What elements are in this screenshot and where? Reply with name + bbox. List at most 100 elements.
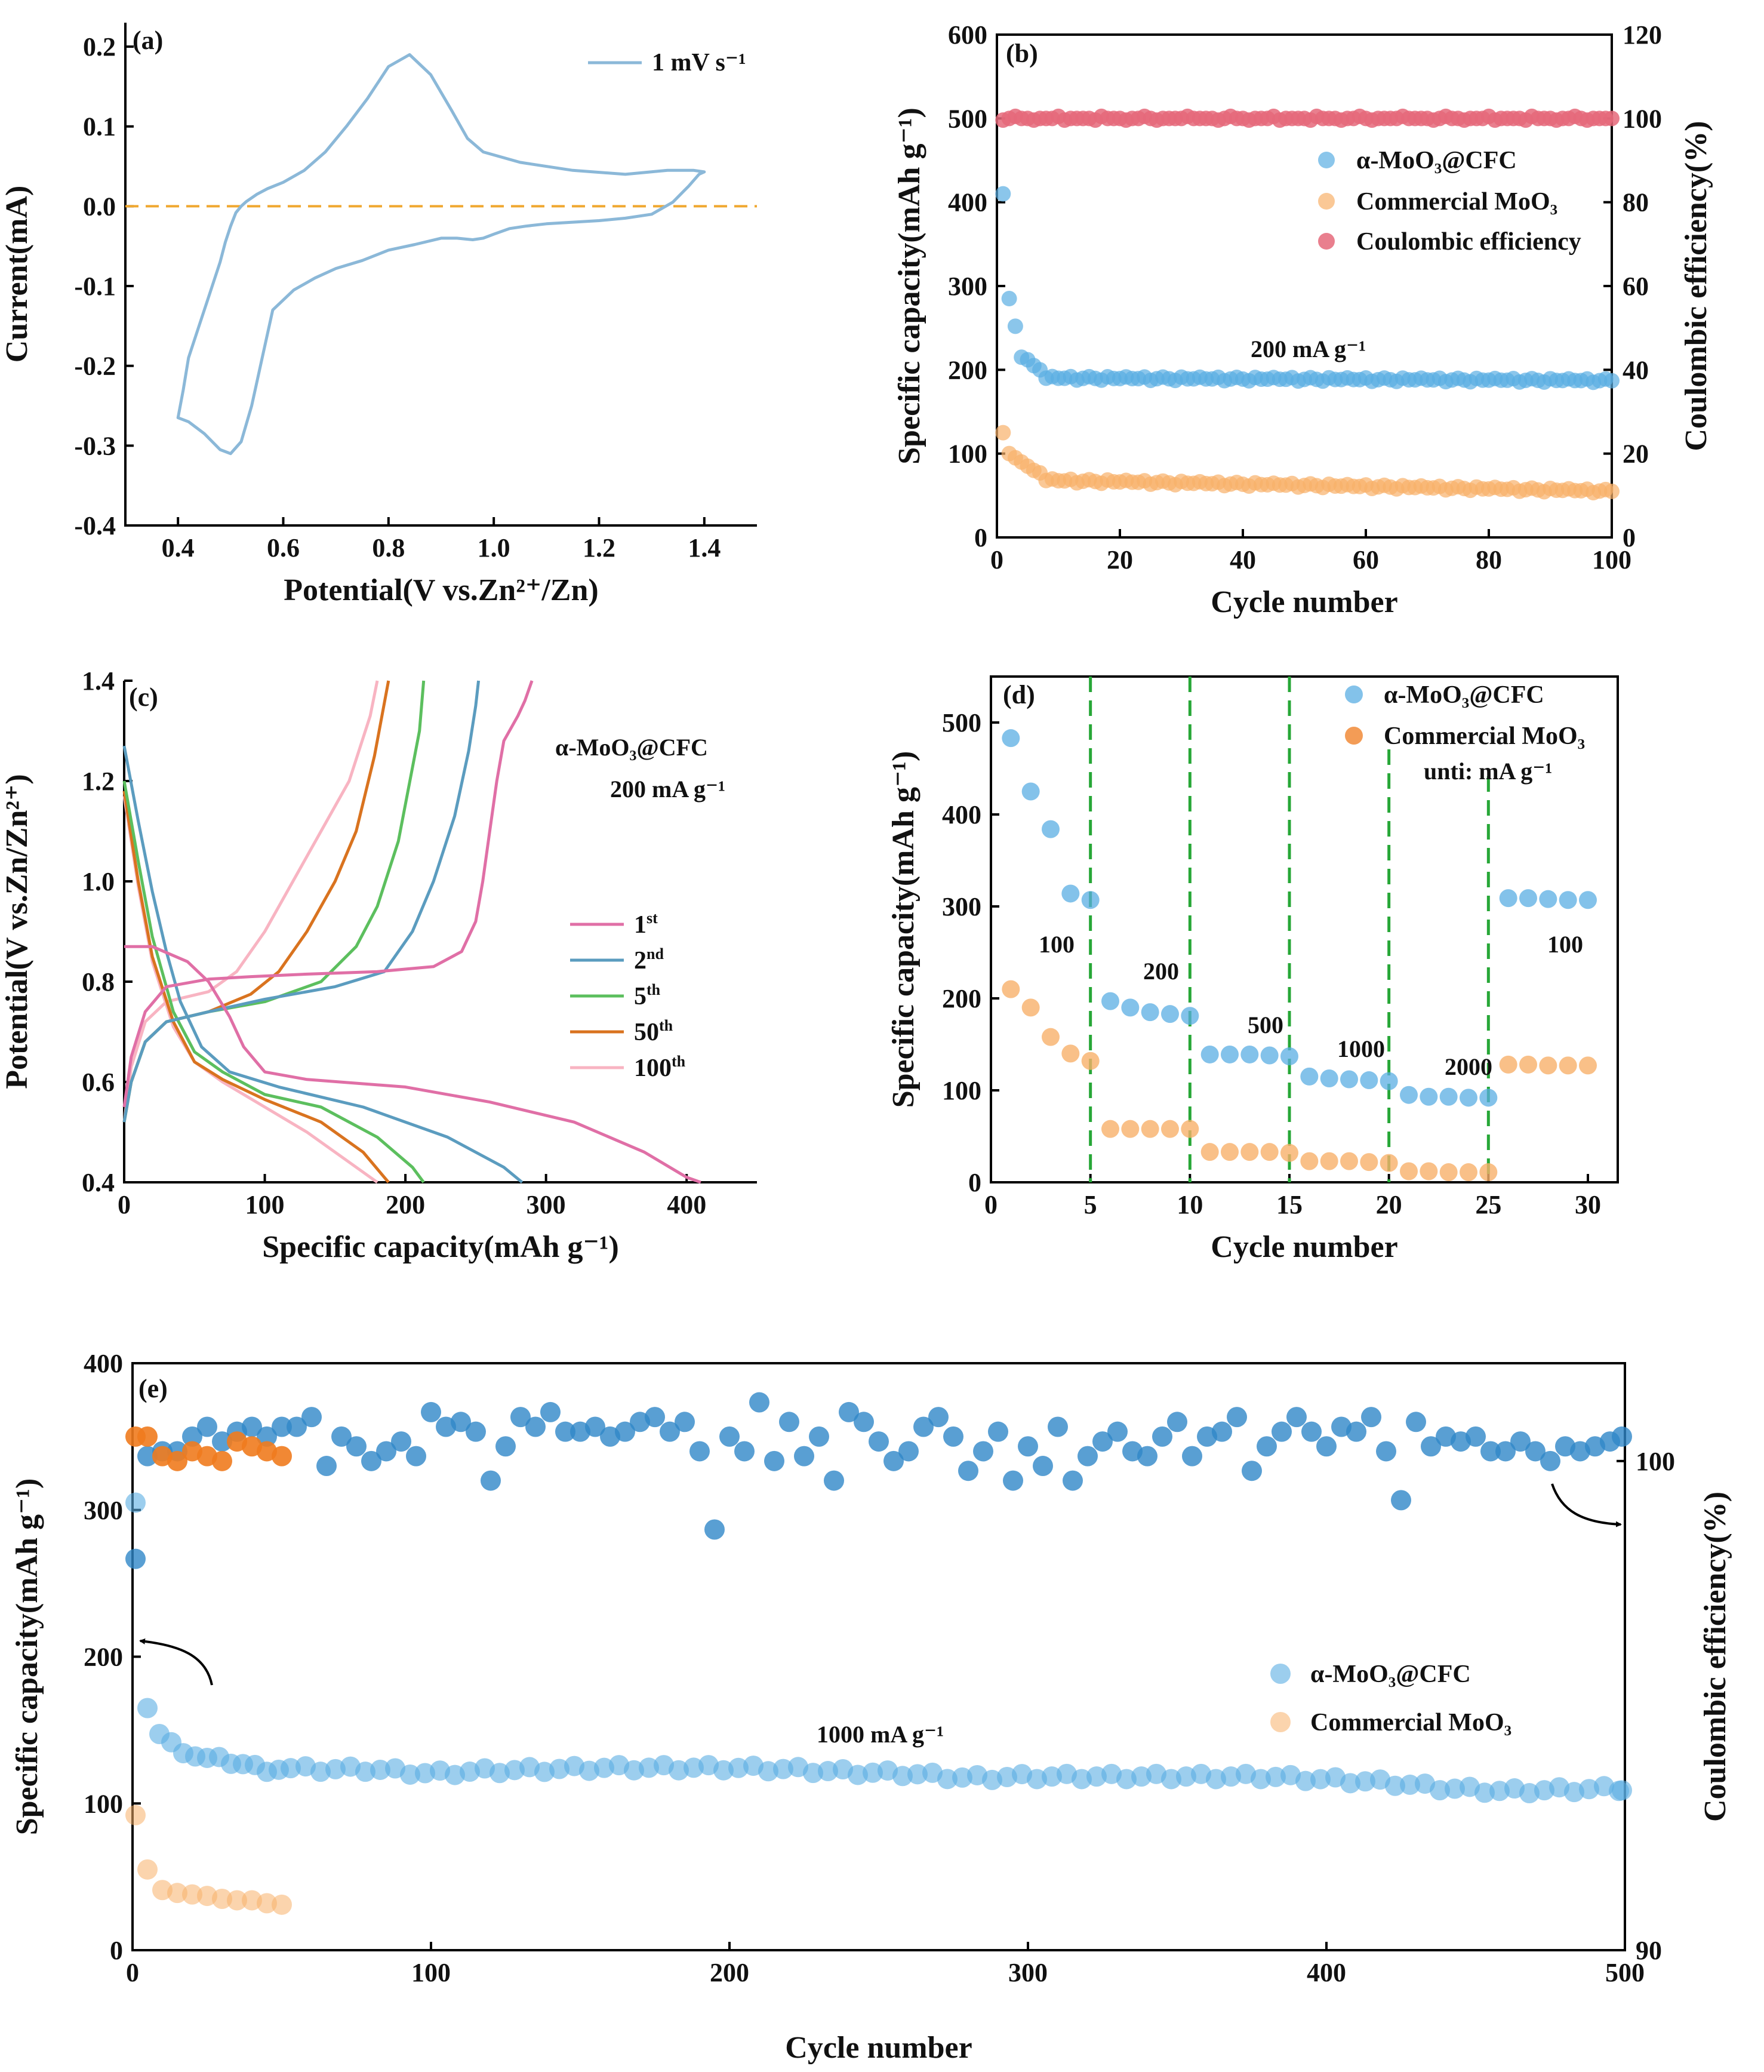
panel-e-xtick-label: 0 — [126, 1958, 139, 1987]
panel-c-ytick-label: 1.0 — [82, 867, 115, 896]
panel-c-legend-label: 5th — [634, 981, 661, 1010]
legend-number: 5 — [634, 983, 647, 1010]
alpha-moo3-coulombic-efficiency-point — [645, 1407, 665, 1428]
panel-e-y2-axis-label: Coulombic efficiency(%) — [1698, 1492, 1732, 1822]
gcd-curve-2nd-charge — [122, 680, 481, 1123]
alpha-moo3-coulombic-efficiency-point — [779, 1412, 799, 1432]
legend-suffix: th — [647, 981, 661, 998]
alpha-moo3-coulombic-efficiency-point — [1612, 1426, 1632, 1447]
commercial-moo3-rate-point — [1042, 1028, 1060, 1046]
alpha-moo3-coulombic-efficiency-point — [510, 1407, 531, 1428]
panel-d-y-axis-label: Specific capacity(mAh g⁻¹) — [886, 751, 921, 1108]
panel-c-xtick-label: 0 — [118, 1190, 131, 1219]
alpha-moo3-rate-point — [1360, 1071, 1378, 1090]
panel-e-ytick-label: 0 — [110, 1936, 123, 1965]
alpha-moo3-rate-point — [1200, 1045, 1219, 1063]
panel-e-ytick-label: 100 — [84, 1789, 123, 1818]
panel-d-rate-chart: 0 5 10 15 20 25 300100200300400500100200500100… — [886, 675, 1619, 1264]
commercial-moo3-capacity-point — [212, 1888, 232, 1909]
panel-c-legend-label: 2nd — [634, 945, 664, 974]
alpha-moo3-rate-point — [1021, 782, 1040, 801]
commercial-moo3-coulombic-efficiency-point — [167, 1450, 187, 1471]
alpha-moo3-coulombic-efficiency-point — [1092, 1431, 1113, 1452]
panel-c-gcd-chart: 0 100 200 300 4000.40.60.81.01.21.41st2nd5th… — [0, 666, 757, 1264]
panel-c-xtick-label: 400 — [667, 1190, 706, 1219]
panel-b-y2-axis-label: Coulombic efficiency(%) — [1679, 121, 1713, 451]
commercial-moo3-capacity-point — [182, 1884, 202, 1905]
alpha-moo3-coulombic-efficiency-point — [869, 1431, 889, 1452]
panel-d-xtick-label: 10 — [1177, 1190, 1203, 1219]
panel-e-commercial-legend-label: Commercial MoO₃ — [1310, 1709, 1511, 1736]
alpha-moo3-capacity-point — [1001, 291, 1017, 307]
alpha-moo3-rate-point — [1101, 992, 1119, 1010]
alpha-moo3-capacity-point — [1176, 1766, 1196, 1787]
panel-d-commercial-legend-marker — [1345, 727, 1363, 745]
panel-d-ytick-label: 500 — [942, 708, 981, 737]
panel-b-label: (b) — [1006, 39, 1038, 68]
panel-d-xtick-label: 25 — [1475, 1190, 1501, 1219]
alpha-moo3-capacity-point — [125, 1492, 146, 1513]
panel-b-alpha-legend-marker — [1318, 152, 1335, 168]
panel-c-x-axis-label: Specific capacity(mAh g⁻¹) — [262, 1230, 619, 1264]
alpha-moo3-coulombic-efficiency-point — [839, 1401, 859, 1422]
alpha-moo3-capacity-point — [773, 1759, 793, 1779]
panel-b-xtick-label: 60 — [1353, 545, 1379, 574]
alpha-moo3-capacity-point — [1430, 1780, 1450, 1801]
panel-c-y-axis-label: Potential(V vs.Zn/Zn²⁺) — [0, 774, 34, 1089]
panel-d-x-axis-label: Cycle number — [1211, 1230, 1397, 1264]
panel-e-long-cycling-chart: 0 100 200 300 400 500 0 100 200 300 400 90 100 1000 m… — [10, 1349, 1732, 2065]
alpha-moo3-capacity-point — [1355, 1771, 1375, 1792]
alpha-moo3-coulombic-efficiency-point — [1301, 1421, 1322, 1442]
alpha-moo3-coulombic-efficiency-point — [913, 1416, 934, 1437]
panel-e-current-density-annotation: 1000 mA g⁻¹ — [817, 1721, 944, 1748]
legend-number: 1 — [634, 911, 647, 939]
alpha-moo3-coulombic-efficiency-point — [615, 1421, 635, 1442]
alpha-moo3-coulombic-efficiency-point — [1242, 1461, 1262, 1481]
panel-a-xtick-label: 1.2 — [583, 533, 615, 562]
alpha-moo3-rate-point — [1300, 1067, 1319, 1086]
gcd-curve-100th-charge — [122, 680, 379, 1123]
commercial-moo3-rate-point — [1380, 1154, 1398, 1172]
alpha-moo3-capacity-point — [1206, 1769, 1226, 1790]
alpha-moo3-coulombic-efficiency-point — [928, 1407, 949, 1428]
alpha-moo3-capacity-point — [892, 1766, 913, 1787]
alpha-moo3-coulombic-efficiency-point — [1152, 1426, 1172, 1447]
alpha-moo3-capacity-point — [848, 1764, 868, 1785]
panel-d-xtick-label: 20 — [1376, 1190, 1402, 1219]
panel-c-label: (c) — [129, 683, 158, 712]
alpha-moo3-rate-point — [1559, 891, 1577, 909]
panel-c-material-annotation: α-MoO₃@CFC — [555, 734, 708, 761]
alpha-moo3-coulombic-efficiency-point — [1063, 1470, 1083, 1491]
alpha-moo3-coulombic-efficiency-point — [675, 1412, 695, 1432]
commercial-moo3-rate-point — [1221, 1143, 1239, 1161]
commercial-moo3-capacity-point — [1604, 483, 1620, 499]
alpha-moo3-coulombic-efficiency-point — [1018, 1436, 1038, 1457]
commercial-moo3-rate-point — [1579, 1056, 1597, 1075]
alpha-moo3-coulombic-efficiency-point — [272, 1416, 292, 1437]
alpha-moo3-coulombic-efficiency-point — [958, 1461, 978, 1481]
alpha-moo3-coulombic-efficiency-point — [212, 1431, 232, 1452]
alpha-moo3-capacity-point — [1027, 1769, 1047, 1790]
panel-d-label: (d) — [1003, 680, 1035, 709]
panel-b-y2tick-label: 40 — [1623, 355, 1649, 385]
alpha-moo3-coulombic-efficiency-point — [1107, 1421, 1128, 1442]
panel-d-xtick-label: 30 — [1575, 1190, 1601, 1219]
alpha-moo3-capacity-point — [1131, 1766, 1152, 1787]
panel-b-y2tick-label: 120 — [1623, 20, 1662, 50]
cv-curve-1mvs — [176, 53, 706, 456]
alpha-moo3-coulombic-efficiency-point — [361, 1450, 381, 1471]
panel-d-xtick-label: 5 — [1084, 1190, 1097, 1219]
panel-e-y-axis-label: Specific capacity(mAh g⁻¹) — [10, 1478, 44, 1836]
panel-a-xtick-label: 1.0 — [478, 533, 510, 562]
alpha-moo3-capacity-point — [684, 1757, 704, 1778]
commercial-moo3-rate-point — [1439, 1163, 1458, 1182]
alpha-moo3-capacity-point — [952, 1767, 972, 1788]
panel-e-ytick-label: 200 — [84, 1643, 123, 1672]
alpha-moo3-coulombic-efficiency-point — [1510, 1431, 1531, 1452]
panel-d-ytick-label: 300 — [942, 892, 981, 921]
alpha-moo3-rate-point — [1579, 891, 1597, 909]
panel-b-alpha-legend-label: α-MoO₃@CFC — [1356, 147, 1517, 174]
alpha-moo3-rate-point — [1061, 884, 1080, 903]
alpha-moo3-coulombic-efficiency-point — [346, 1436, 367, 1457]
panel-b-xtick-label: 40 — [1230, 545, 1256, 574]
